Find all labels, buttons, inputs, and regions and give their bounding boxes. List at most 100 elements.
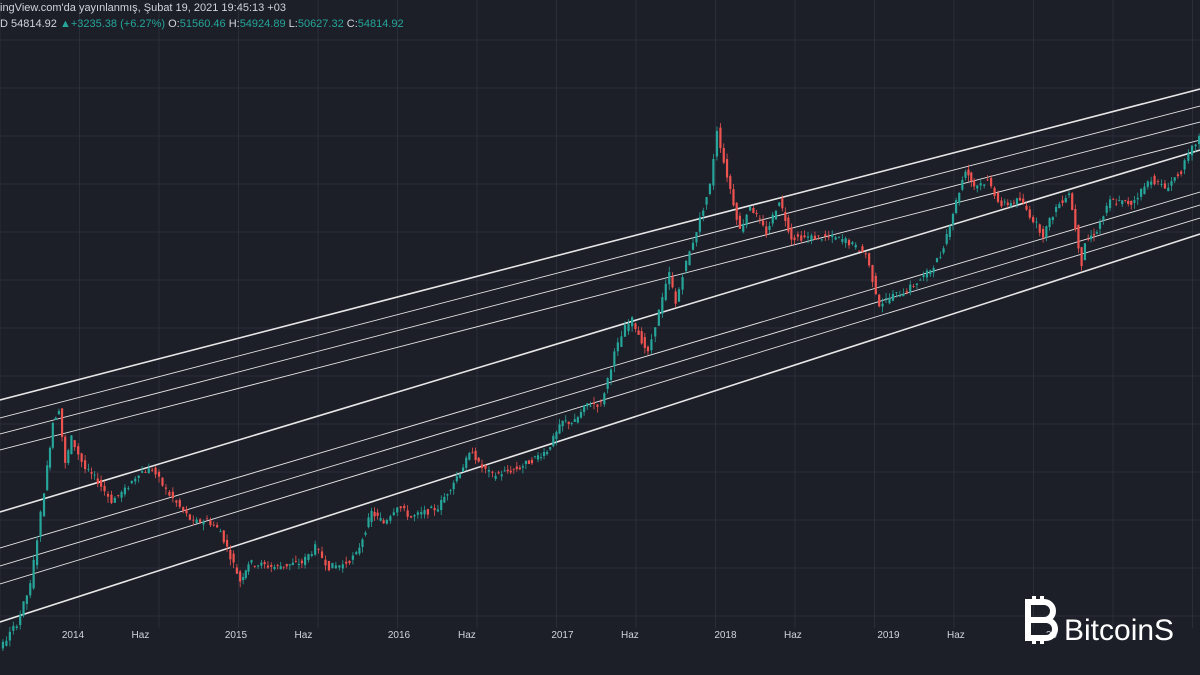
candle-body (84, 460, 87, 470)
candle-body (154, 467, 157, 475)
candle-body (480, 464, 484, 468)
candle-body (430, 506, 433, 508)
candle-body (300, 560, 304, 564)
candle-body (698, 216, 701, 232)
candle-body (533, 456, 537, 458)
candle-body (922, 275, 925, 277)
candle-body (530, 459, 534, 464)
candle-body (202, 521, 205, 525)
candle-body (468, 453, 471, 460)
x-tick-label: 2016 (388, 630, 411, 641)
candle-body (539, 457, 543, 459)
candle-body (606, 378, 609, 389)
candle-body (370, 510, 373, 522)
candle-body (915, 283, 919, 285)
candle-body (579, 411, 583, 418)
candle-body (561, 420, 564, 427)
price-candles (1, 123, 1200, 652)
candle-body (188, 514, 191, 520)
candle-body (640, 331, 643, 344)
open-label: O: (168, 18, 180, 30)
candle-body (806, 236, 810, 238)
candle-body (161, 477, 164, 486)
candle-body (420, 511, 423, 515)
candle-body (695, 232, 698, 243)
ohlc-legend: D 54814.92 ▲+3235.38 (+6.27%) O:51560.46… (0, 18, 404, 30)
candle-body (1071, 193, 1074, 211)
candle-body (1130, 200, 1133, 205)
candle-body (844, 238, 847, 244)
candle-body (477, 457, 480, 462)
candle-body (1083, 243, 1087, 261)
publish-line: ingView.com'da yayınlanmış, Şubat 19, 20… (0, 2, 286, 14)
candle-body (141, 471, 144, 473)
candle-body (219, 531, 222, 533)
candle-body (1054, 206, 1058, 212)
candle-body (389, 516, 392, 521)
candle-body (130, 480, 133, 484)
candle-body (993, 187, 996, 196)
candle-body (509, 470, 512, 473)
candle-body (1025, 205, 1028, 210)
candle-body (841, 239, 844, 242)
open-value: 51560.46 (179, 18, 226, 30)
candle-body (979, 183, 982, 186)
candle-body (12, 625, 15, 631)
candle-body (147, 468, 150, 474)
candle-body (932, 267, 935, 273)
candle-body (929, 270, 932, 275)
candle-body (1038, 224, 1041, 233)
channel-line (0, 204, 1200, 567)
candle-body (87, 468, 90, 470)
candle-body (909, 284, 912, 293)
candle-body (803, 235, 806, 238)
candle-body (1067, 193, 1071, 196)
candle-body (103, 485, 106, 492)
candle-body (732, 189, 735, 206)
candle-body (861, 246, 864, 252)
candle-body (1173, 177, 1176, 181)
candle-body (657, 309, 660, 326)
candle-body (285, 563, 288, 567)
candle-body (552, 435, 555, 447)
candle-body (212, 524, 215, 526)
candle-body (22, 601, 25, 616)
candle-body (847, 239, 851, 246)
candle-body (39, 511, 42, 537)
candle-body (164, 487, 168, 489)
candle-body (955, 200, 958, 214)
candle-body (222, 530, 225, 543)
candle-body (939, 256, 942, 258)
candle-body (8, 631, 11, 641)
candle-body (573, 419, 576, 422)
candle-body (144, 472, 147, 473)
candle-body (1197, 136, 1200, 145)
candle-body (684, 260, 688, 271)
candle-body (958, 192, 961, 203)
candle-body (42, 493, 46, 517)
candle-body (209, 520, 212, 526)
candle-body (19, 614, 22, 626)
candle-body (637, 330, 640, 335)
candle-body (67, 450, 70, 463)
candle-body (603, 393, 606, 405)
candle-body (702, 210, 705, 216)
candle-body (484, 465, 487, 469)
candle-body (314, 544, 317, 555)
candle-body (768, 225, 771, 230)
candle-body (990, 177, 993, 187)
candle-body (1194, 144, 1197, 147)
candle-body (120, 491, 123, 498)
high-value: 54924.89 (239, 18, 286, 30)
candle-body (671, 276, 674, 288)
x-tick-label: Haz (621, 630, 639, 641)
candle-body (403, 505, 406, 509)
x-tick-label: 2019 (877, 630, 900, 641)
candle-body (250, 560, 253, 563)
candle-body (99, 479, 103, 487)
candle-body (503, 470, 506, 472)
candle-body (745, 214, 748, 226)
candle-body (888, 297, 891, 304)
candle-body (771, 214, 774, 224)
